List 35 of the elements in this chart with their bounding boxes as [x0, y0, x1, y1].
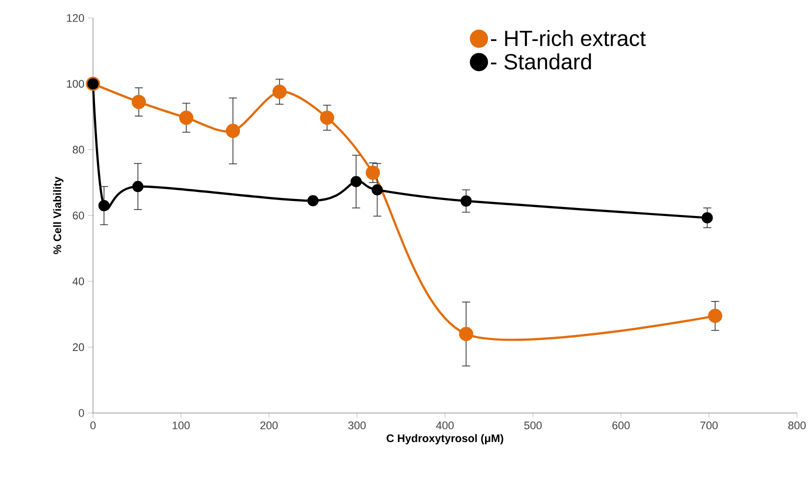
x-tick-label: 0 — [90, 422, 96, 430]
point — [708, 308, 722, 323]
point — [272, 84, 287, 99]
x-tick-label: 200 — [260, 422, 278, 430]
point — [350, 176, 362, 188]
x-tick-label: 800 — [788, 422, 806, 430]
point — [307, 195, 319, 206]
x-tick-label: 600 — [612, 422, 630, 430]
point — [372, 184, 383, 196]
x-tick-label: 300 — [348, 422, 366, 430]
point — [132, 94, 146, 110]
point — [460, 195, 472, 207]
y-axis-title: % Cell Viability — [53, 176, 64, 254]
x-tick-label: 100 — [172, 422, 190, 430]
y-tick-label: 80 — [72, 146, 84, 154]
point — [320, 110, 334, 125]
y-tick-label: 0 — [78, 409, 84, 417]
legend-label: - Standard — [491, 53, 591, 70]
y-tick-label: 120 — [67, 14, 84, 22]
y-tick-label: 20 — [72, 343, 84, 352]
legend-label: - HT-rich extract — [491, 30, 646, 46]
point — [459, 326, 474, 342]
point — [179, 110, 194, 125]
y-tick-label: 40 — [72, 277, 84, 286]
point — [98, 200, 110, 212]
point — [226, 124, 240, 138]
point — [702, 212, 713, 224]
x-axis-title: C Hydroxytyrosol (μM) — [386, 434, 504, 444]
x-tick-label: 700 — [700, 422, 718, 430]
x-tick-label: 400 — [436, 422, 454, 430]
point — [132, 180, 144, 192]
y-tick-label: 100 — [67, 80, 84, 88]
y-tick-label: 60 — [72, 212, 84, 220]
x-tick-label: 500 — [524, 422, 542, 430]
point — [366, 166, 380, 180]
